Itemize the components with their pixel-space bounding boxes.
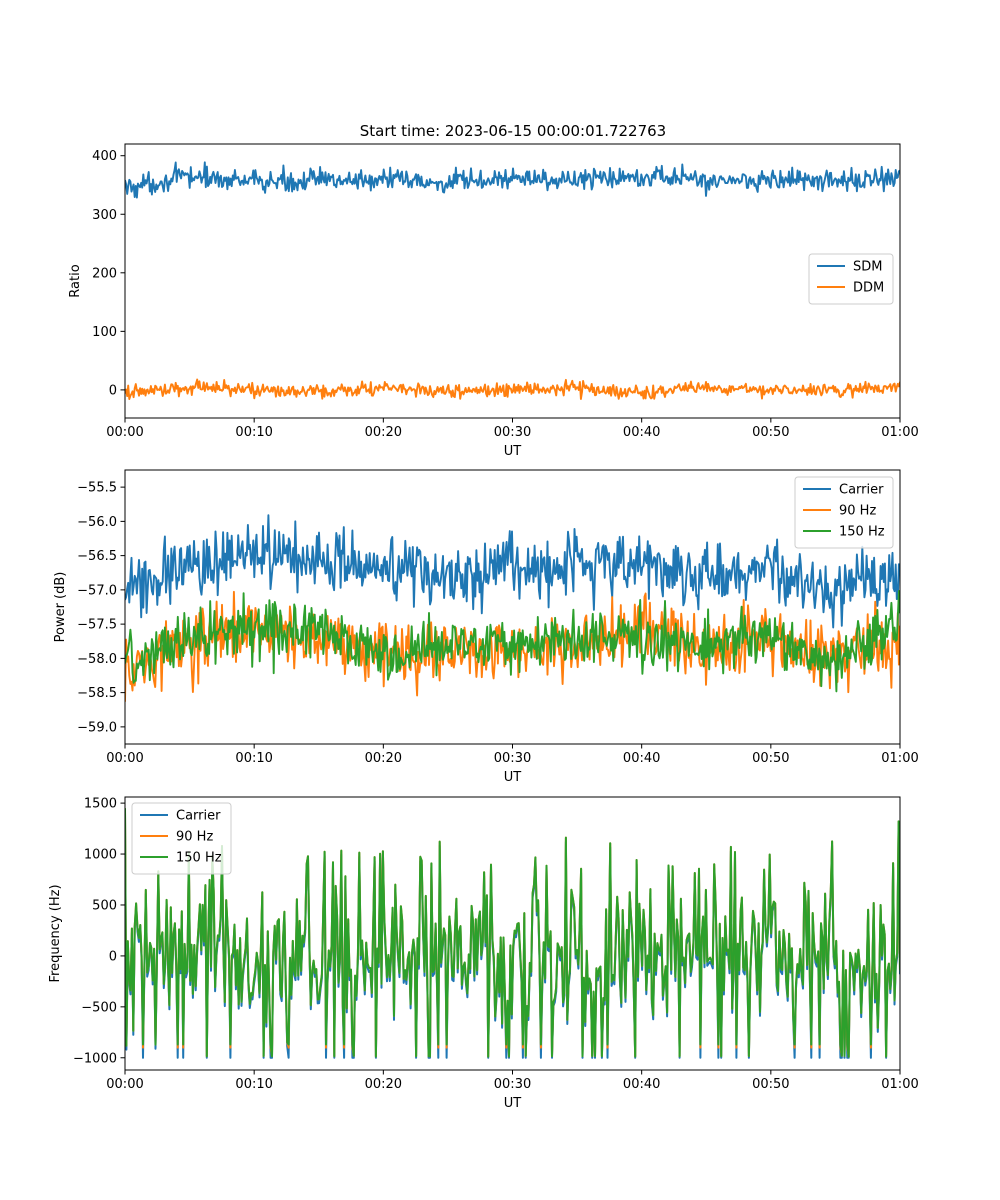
legend-label: SDM <box>853 260 882 275</box>
y-tick-label: −58.5 <box>77 686 117 701</box>
y-tick-label: 1500 <box>84 797 117 812</box>
x-tick-label: 01:00 <box>881 751 918 766</box>
x-axis-label: UT <box>504 770 522 785</box>
x-tick-label: 00:50 <box>752 425 789 440</box>
plot-area <box>125 161 900 401</box>
x-tick-label: 00:00 <box>106 751 143 766</box>
x-tick-label: 00:20 <box>365 1077 402 1092</box>
y-axis-label: Ratio <box>68 264 83 297</box>
legend-label: DDM <box>853 281 884 296</box>
x-tick-label: 00:30 <box>494 425 531 440</box>
y-tick-label: −57.0 <box>77 583 117 598</box>
series-line-sdm <box>125 161 900 199</box>
x-tick-label: 00:20 <box>365 425 402 440</box>
legend: Carrier 90 Hz 150 Hz <box>794 476 894 549</box>
series-line-carrier <box>125 514 900 629</box>
x-tick-label: 01:00 <box>881 425 918 440</box>
frequency-panel: 00:00 00:10 00:20 00:30 00:40 00:50 01:00 UT −10… <box>48 796 919 1111</box>
y-tick-label: −57.5 <box>77 618 117 633</box>
y-tick-label: −56.0 <box>77 515 117 530</box>
y-tick-label: −58.0 <box>77 652 117 667</box>
x-tick-label: 00:00 <box>106 1077 143 1092</box>
y-axis-label: Frequency (Hz) <box>48 884 63 982</box>
axes-frame <box>124 469 901 745</box>
legend-label: Carrier <box>176 809 221 824</box>
x-tick-label: 00:10 <box>235 751 272 766</box>
y-tick-label: 0 <box>109 949 117 964</box>
power-panel: 00:00 00:10 00:20 00:30 00:40 00:50 01:00 UT −59… <box>53 469 919 785</box>
y-tick-label: 1000 <box>84 848 117 863</box>
x-tick-label: 00:50 <box>752 1077 789 1092</box>
y-tick-label: −500 <box>81 1000 117 1015</box>
figure-title: Start time: 2023-06-15 00:00:01.722763 <box>360 122 666 140</box>
series-line-ddm <box>125 378 900 401</box>
legend-label: 90 Hz <box>176 830 213 845</box>
series-line-150-hz <box>125 590 900 693</box>
legend-label: Carrier <box>839 483 884 498</box>
x-tick-label: 00:40 <box>623 1077 660 1092</box>
legend-label: 90 Hz <box>839 504 876 519</box>
series-line-150-hz <box>125 808 900 1058</box>
y-tick-label: 100 <box>92 325 117 340</box>
x-tick-label: 01:00 <box>881 1077 918 1092</box>
y-tick-label: −55.5 <box>77 481 117 496</box>
x-tick-label: 00:50 <box>752 751 789 766</box>
legend: SDM DDM <box>808 253 894 305</box>
x-tick-label: 00:00 <box>106 425 143 440</box>
y-tick-label: 200 <box>92 266 117 281</box>
y-tick-label: 400 <box>92 149 117 164</box>
legend-label: 150 Hz <box>839 525 885 540</box>
y-tick-label: −56.5 <box>77 549 117 564</box>
plot-area <box>125 514 900 702</box>
x-axis-label: UT <box>504 444 522 459</box>
ratio-panel: 00:00 00:10 00:20 00:30 00:40 00:50 01:00 UT 0 10… <box>68 143 919 459</box>
legend: Carrier 90 Hz 150 Hz <box>131 802 232 875</box>
y-tick-label: 0 <box>109 383 117 398</box>
y-tick-label: −1000 <box>73 1051 117 1066</box>
x-tick-label: 00:30 <box>494 1077 531 1092</box>
x-tick-label: 00:10 <box>235 1077 272 1092</box>
x-tick-label: 00:40 <box>623 425 660 440</box>
x-tick-label: 00:20 <box>365 751 402 766</box>
x-axis-label: UT <box>504 1096 522 1111</box>
y-tick-label: 500 <box>92 898 117 913</box>
legend-label: 150 Hz <box>176 851 222 866</box>
x-tick-label: 00:30 <box>494 751 531 766</box>
x-tick-label: 00:40 <box>623 751 660 766</box>
y-tick-label: −59.0 <box>77 720 117 735</box>
plot-area <box>125 808 900 1059</box>
y-tick-label: 300 <box>92 208 117 223</box>
x-tick-label: 00:10 <box>235 425 272 440</box>
y-axis-label: Power (dB) <box>53 572 68 643</box>
